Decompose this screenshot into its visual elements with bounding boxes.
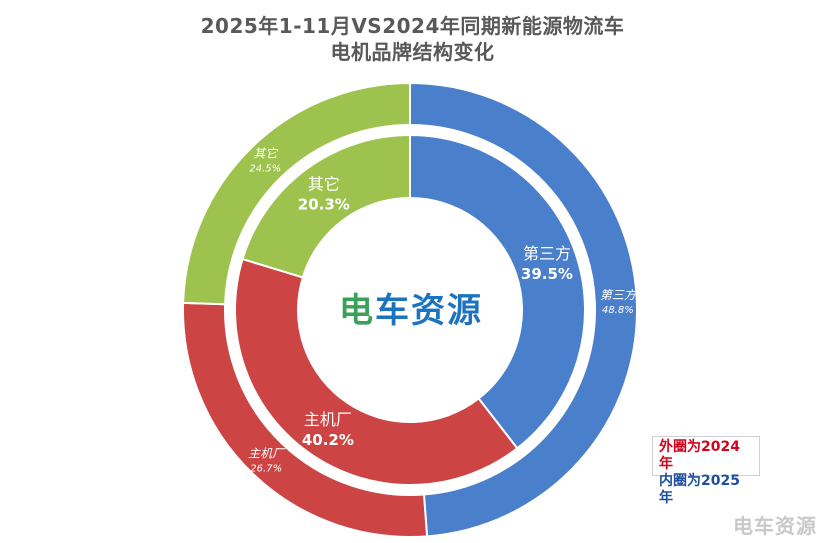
logo-char-4: 源	[447, 291, 481, 331]
logo-char-3: 资	[411, 291, 445, 331]
center-logo: 电 车 资 源	[339, 291, 481, 331]
legend-outer-ring: 外圈为2024年	[659, 439, 740, 472]
slice-labels: 第三方 48.8% 主机厂 26.7% 其它 24.5% 第三方 39.5% 主机厂 40.2% 其…	[248, 147, 638, 475]
inner-label-name-other: 其它	[308, 175, 340, 194]
outer-label-value-third-party: 48.8%	[602, 305, 634, 316]
inner-slice-oem	[234, 257, 519, 486]
outer-label-value-other: 24.5%	[249, 164, 281, 175]
outer-label-name-oem: 主机厂	[248, 446, 286, 460]
inner-label-value-other: 20.3%	[298, 196, 350, 214]
watermark: 电车资源	[733, 514, 817, 538]
inner-slice-other	[241, 133, 411, 279]
logo-char-1: 电	[339, 291, 373, 331]
inner-slice-third-party	[409, 133, 586, 450]
inner-label-name-third-party: 第三方	[523, 244, 571, 263]
inner-label-name-oem: 主机厂	[304, 410, 352, 429]
chart-title-line2: 电机品牌结构变化	[330, 40, 495, 64]
inner-label-value-third-party: 39.5%	[521, 265, 573, 283]
outer-slice-other	[182, 81, 411, 306]
chart-title-line1: 2025年1-11月VS2024年同期新能源物流车	[200, 14, 625, 38]
ring-legend: 外圈为2024年 内圈为2025年	[652, 436, 760, 506]
outer-label-name-other: 其它	[253, 147, 279, 161]
inner-ring-2025	[234, 133, 586, 486]
logo-char-2: 车	[375, 291, 409, 331]
legend-inner-ring: 内圈为2025年	[659, 473, 740, 506]
outer-label-value-oem: 26.7%	[250, 463, 282, 474]
outer-ring-2024	[182, 81, 638, 538]
inner-label-value-oem: 40.2%	[302, 431, 354, 449]
outer-slice-third-party	[409, 81, 638, 538]
outer-label-name-third-party: 第三方	[600, 288, 638, 302]
